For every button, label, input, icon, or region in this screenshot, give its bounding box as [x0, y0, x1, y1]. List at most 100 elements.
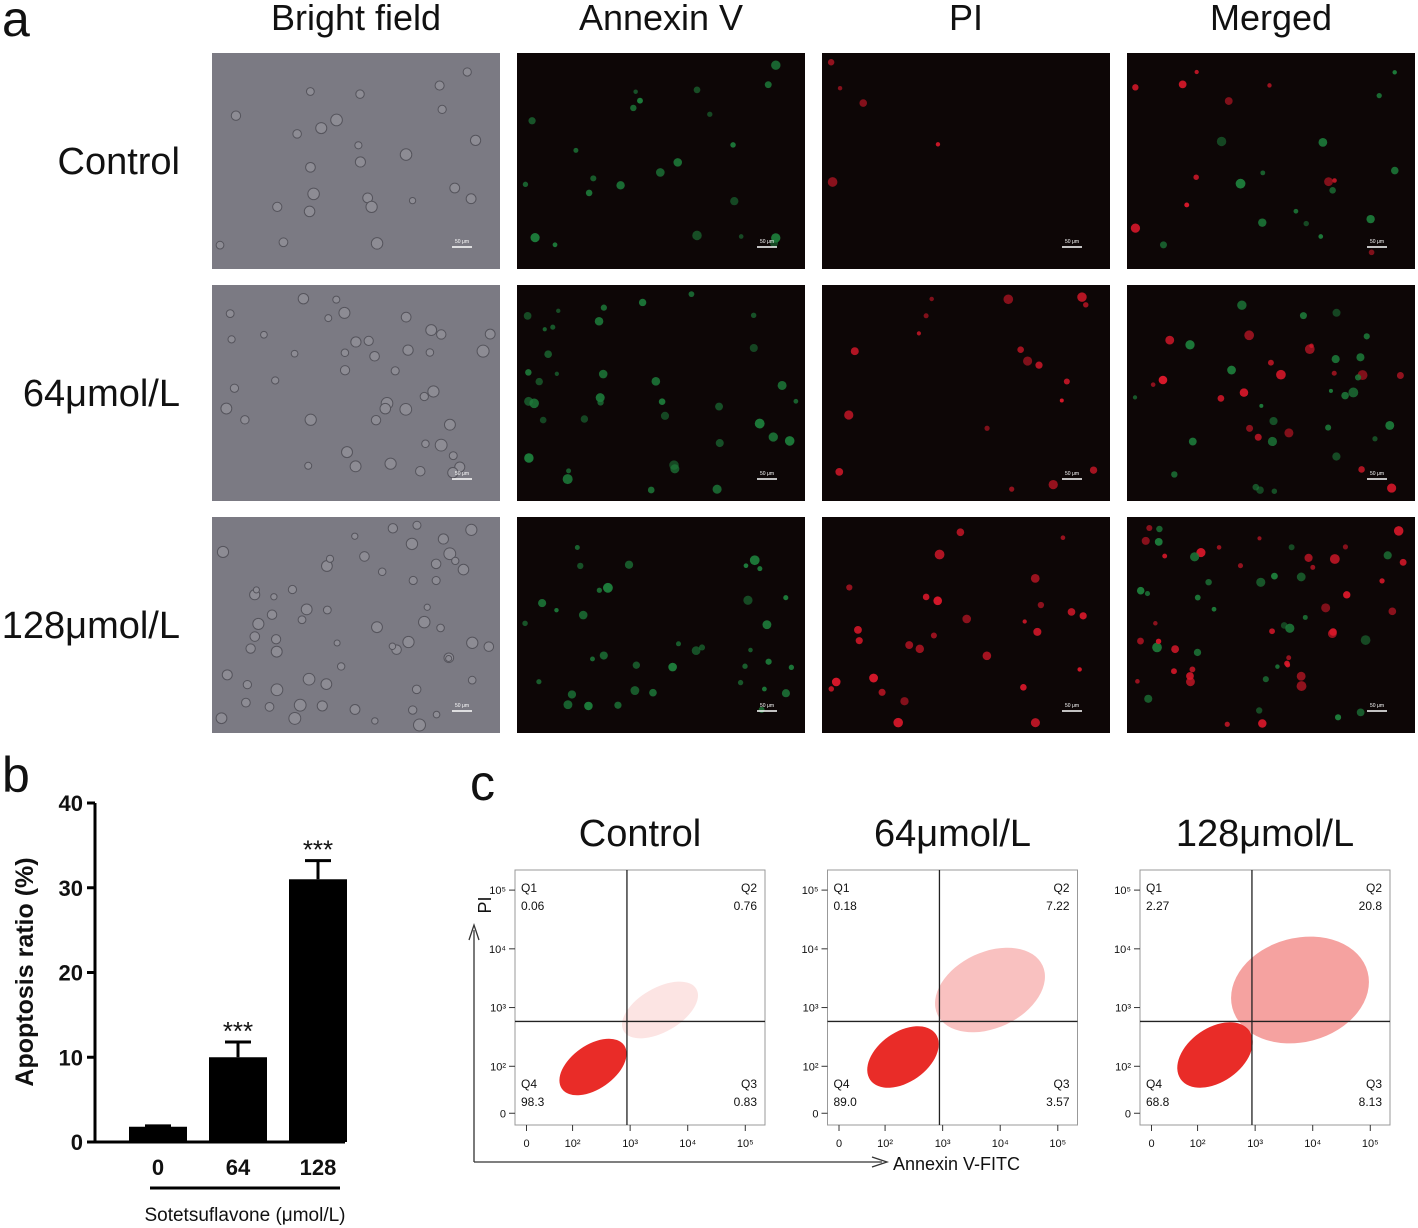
cell	[1146, 524, 1153, 532]
cell	[1144, 694, 1153, 703]
scale-bar-label: 50 μm	[455, 471, 469, 477]
cell	[1224, 97, 1233, 105]
quadrant-value: 68.8	[1146, 1095, 1170, 1109]
cell	[762, 620, 772, 630]
cell	[743, 563, 749, 569]
image-frame	[822, 285, 1110, 501]
cell	[466, 636, 479, 649]
cell	[577, 562, 584, 570]
scale-bar-label: 50 μm	[760, 239, 774, 245]
cell	[462, 67, 472, 77]
cell	[1275, 664, 1280, 669]
quadrant-name: Q1	[521, 881, 537, 895]
quadrant-value: 0.83	[734, 1095, 758, 1109]
plot-title: 128μmol/L	[1176, 813, 1354, 855]
plot-title: 64μmol/L	[874, 813, 1031, 855]
cell	[566, 468, 572, 474]
x-tick-label: 64	[226, 1155, 251, 1180]
cell	[1252, 483, 1260, 491]
cell	[1342, 544, 1349, 550]
cell	[260, 330, 268, 339]
cell	[1193, 648, 1202, 657]
cell	[293, 698, 307, 712]
cell	[1321, 603, 1331, 613]
y-tick-label: 10²	[490, 1061, 506, 1073]
cell	[369, 350, 380, 362]
cell	[484, 328, 496, 340]
cell	[528, 117, 536, 125]
cell	[1348, 387, 1359, 398]
cell	[1159, 241, 1167, 249]
scale-bar-label: 50 μm	[1065, 703, 1079, 709]
cell	[1079, 612, 1087, 620]
cell	[1135, 679, 1140, 684]
cell	[1286, 655, 1292, 661]
cell	[1048, 479, 1058, 490]
plot-frame	[1139, 869, 1391, 1126]
cell	[387, 523, 399, 534]
cell	[437, 533, 449, 545]
cell	[371, 621, 383, 634]
cell	[827, 177, 838, 187]
cell	[1150, 382, 1156, 387]
cell	[698, 644, 706, 651]
cell	[844, 410, 854, 420]
cell	[691, 646, 701, 655]
y-tick-label: 30	[59, 876, 83, 901]
cell	[1156, 525, 1163, 533]
x-axis-label: Sotetsuflavone (μmol/L)	[144, 1205, 345, 1226]
error-bar	[225, 1040, 251, 1058]
scale-bar-label: 50 μm	[1370, 703, 1384, 709]
cell	[738, 234, 744, 239]
cell	[982, 651, 992, 661]
cell	[465, 523, 478, 536]
cell	[929, 296, 934, 302]
quadrant-value: 98.3	[521, 1095, 545, 1109]
cell	[523, 312, 532, 320]
cell	[1017, 346, 1024, 354]
cell	[1285, 623, 1295, 633]
image-frame	[517, 285, 805, 501]
cell	[764, 81, 772, 89]
cell	[1391, 166, 1399, 175]
column-header: Bright field	[271, 0, 441, 38]
cell	[436, 329, 447, 340]
cell	[1332, 452, 1341, 461]
image-frame	[822, 53, 1110, 269]
cell	[1216, 136, 1227, 147]
cell	[1310, 564, 1316, 570]
cell	[1205, 578, 1212, 586]
cell	[355, 89, 365, 99]
cell	[1267, 436, 1278, 447]
cell	[320, 678, 333, 690]
cell	[715, 439, 724, 448]
cell	[339, 365, 351, 376]
micrograph: 50 μm	[517, 53, 805, 269]
cell	[270, 683, 284, 697]
cell	[1132, 395, 1138, 400]
x-tick-label: 0	[523, 1138, 529, 1150]
cell	[370, 237, 384, 250]
cell	[430, 558, 442, 570]
cell	[1257, 536, 1262, 541]
cell	[1194, 594, 1201, 601]
significance: ***	[303, 835, 333, 865]
y-tick-label: 10³	[1115, 1003, 1131, 1015]
flow-x-label: Annexin V-FITC	[893, 1154, 1020, 1174]
cell	[1077, 292, 1087, 302]
y-tick-label: 10³	[803, 1003, 819, 1015]
quadrant-name: Q2	[1366, 881, 1382, 895]
cell	[1137, 637, 1144, 645]
cell	[554, 371, 559, 376]
cell	[673, 158, 683, 167]
cell	[1190, 552, 1200, 562]
cell	[408, 575, 418, 586]
y-tick-label: 10⁴	[489, 944, 506, 956]
cell	[737, 679, 744, 686]
cell	[336, 662, 346, 671]
cell	[590, 656, 595, 662]
cell	[1334, 714, 1342, 721]
cell	[765, 658, 772, 665]
cell	[1267, 359, 1274, 366]
scale-bar-label: 50 μm	[1065, 471, 1079, 477]
